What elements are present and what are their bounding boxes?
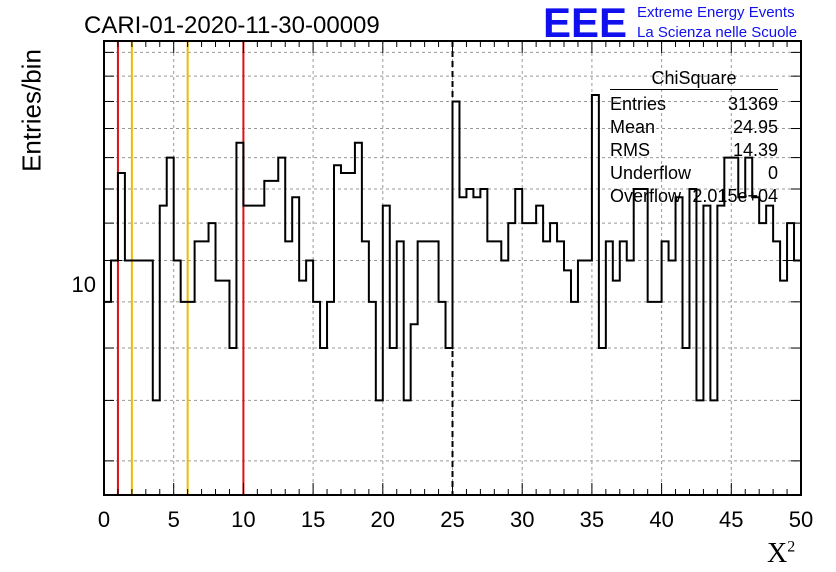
y-axis-label: Entries/bin bbox=[16, 49, 47, 172]
stat-row-entries: Entries 31369 bbox=[610, 94, 778, 114]
x-tick-label-50: 50 bbox=[789, 507, 813, 532]
x-tick-label-0: 0 bbox=[98, 507, 110, 532]
x-tick-label-5: 5 bbox=[168, 507, 180, 532]
logo-text-line2: La Scienza nelle Scuole bbox=[637, 24, 798, 41]
stats-box: ChiSquare Entries 31369 Mean 24.95 RMS 14.3… bbox=[610, 68, 778, 208]
x-tick-label-25: 25 bbox=[440, 507, 464, 532]
logo-text-line1: Extreme Energy Events bbox=[637, 4, 795, 21]
stats-title: ChiSquare bbox=[610, 68, 778, 90]
stat-row-mean: Mean 24.95 bbox=[610, 117, 778, 137]
stat-row-overflow: Overflow 2.015e+04 bbox=[610, 186, 778, 206]
stat-row-rms: RMS 14.39 bbox=[610, 140, 778, 160]
x-tick-label-20: 20 bbox=[371, 507, 395, 532]
x-tick-label-45: 45 bbox=[719, 507, 743, 532]
x-tick-label-40: 40 bbox=[649, 507, 673, 532]
x-tick-label-15: 15 bbox=[301, 507, 325, 532]
x-tick-labels: 0 5 10 15 20 25 30 35 40 45 50 bbox=[98, 507, 813, 532]
marker-lines bbox=[116, 41, 454, 495]
chart-title: CARI-01-2020-11-30-00009 bbox=[84, 12, 380, 39]
x-axis-label: X2 bbox=[767, 538, 796, 569]
x-tick-label-10: 10 bbox=[231, 507, 255, 532]
eee-logo: EEE bbox=[543, 2, 627, 40]
histogram-line bbox=[104, 93, 801, 402]
x-tick-label-35: 35 bbox=[580, 507, 604, 532]
stat-row-underflow: Underflow 0 bbox=[610, 163, 778, 183]
plot-frame bbox=[103, 40, 802, 496]
x-tick-label-30: 30 bbox=[510, 507, 534, 532]
y-tick-label-10: 10 bbox=[72, 272, 96, 297]
svg-text:EEE: EEE bbox=[543, 2, 627, 40]
